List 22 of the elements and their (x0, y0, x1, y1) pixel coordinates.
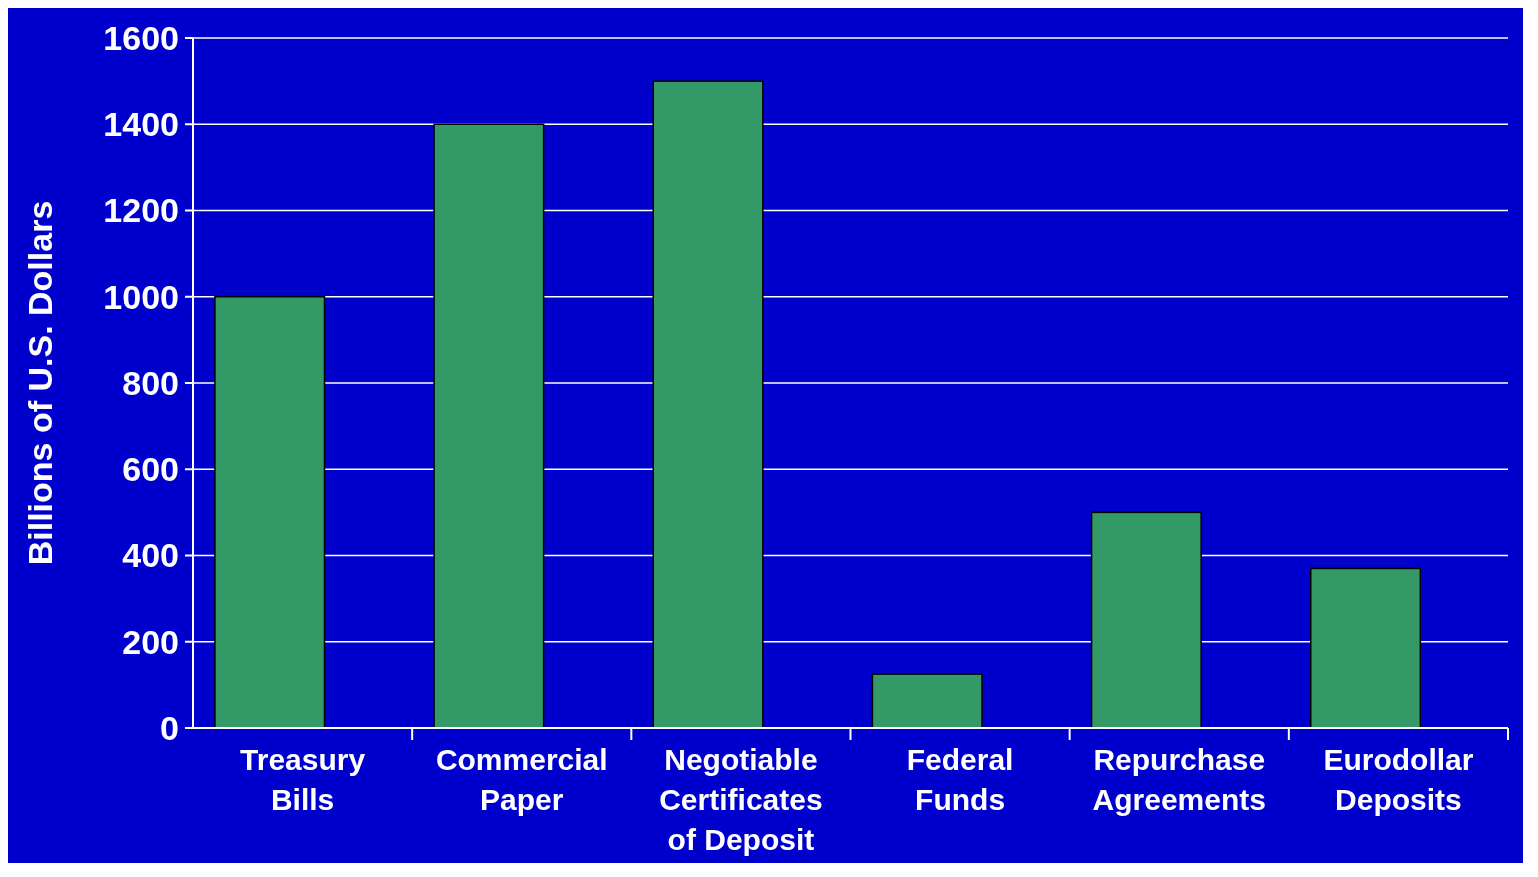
x-tick-label: Commercial Paper (435, 743, 608, 816)
bar (871, 673, 983, 729)
bar (652, 80, 764, 729)
x-tick-label: Repurchase Agreements (1092, 743, 1266, 816)
x-tick-label: Eurodollar Deposits (1323, 743, 1474, 816)
y-tick-label: 1400 (103, 105, 179, 144)
y-axis-title: Billions of U.S. Dollars (21, 200, 59, 566)
y-tick-label: 200 (122, 622, 179, 661)
x-tick-label: Negotiable Certificates of Deposit (659, 743, 823, 856)
x-tick-label: Treasury Bills (240, 743, 366, 816)
y-tick-label: 0 (160, 708, 179, 747)
bar (214, 296, 326, 729)
bar (1090, 511, 1202, 729)
x-tick-label: Federal Funds (906, 743, 1014, 816)
y-tick-label: 400 (122, 536, 179, 575)
y-tick-label: 800 (122, 363, 179, 402)
y-tick-label: 1200 (103, 191, 179, 230)
y-tick-label: 600 (122, 450, 179, 489)
y-tick-label: 1000 (103, 277, 179, 316)
y-tick-label: 1600 (103, 18, 179, 57)
bar (433, 123, 545, 729)
bar (1310, 567, 1422, 729)
